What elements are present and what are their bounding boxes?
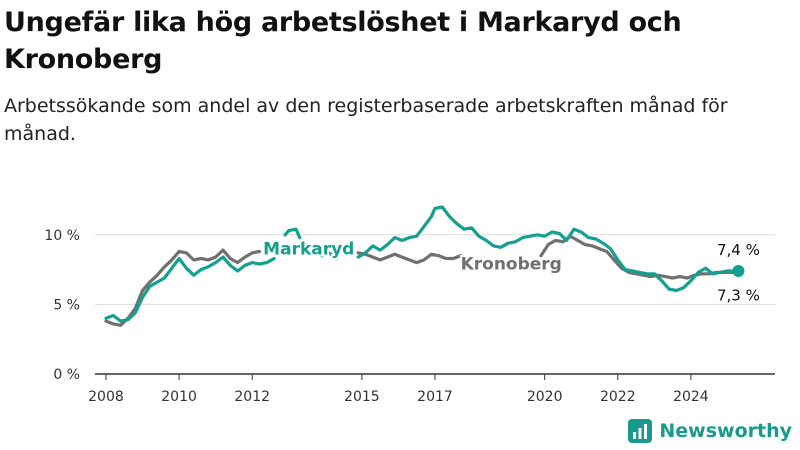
newsworthy-brand: Newsworthy	[627, 418, 792, 444]
newsworthy-logo-icon	[628, 419, 653, 443]
series-labels: 7,4 % 7,3 % Markaryd Kronoberg	[261, 237, 760, 304]
x-tick-label: 2008	[88, 389, 124, 405]
markaryd-series-line	[104, 205, 740, 323]
chart-title: Ungefär lika hög arbetslöshet i Markaryd…	[4, 7, 682, 75]
x-tick-label: 2012	[234, 389, 270, 405]
y-tick-label: 10 %	[44, 228, 80, 244]
kronoberg-series-line	[104, 234, 740, 327]
kronoberg-series-label: Kronoberg	[461, 255, 562, 275]
series-lines	[104, 205, 745, 327]
kronoberg-end-label: 7,3 %	[717, 286, 760, 304]
x-tick-label: 2022	[600, 389, 636, 405]
x-tick-labels: 2008 2010 2012 2015 2017 2020 2022 2024	[88, 374, 709, 405]
y-tick-labels: 0 % 5 % 10 %	[44, 228, 80, 383]
markaryd-series-label: Markaryd	[263, 239, 354, 259]
x-tick-label: 2020	[527, 389, 563, 405]
y-tick-label: 5 %	[53, 297, 80, 313]
x-tick-label: 2017	[417, 389, 453, 405]
markaryd-end-label: 7,4 %	[717, 241, 760, 259]
markaryd-end-point	[732, 264, 745, 277]
chart-subtitle: Arbetssökande som andel av den registerb…	[4, 95, 728, 145]
x-tick-label: 2010	[161, 389, 197, 405]
x-tick-label: 2024	[673, 389, 709, 405]
x-tick-label: 2015	[344, 389, 380, 405]
y-tick-label: 0 %	[53, 367, 80, 383]
brand-name: Newsworthy	[659, 420, 792, 442]
